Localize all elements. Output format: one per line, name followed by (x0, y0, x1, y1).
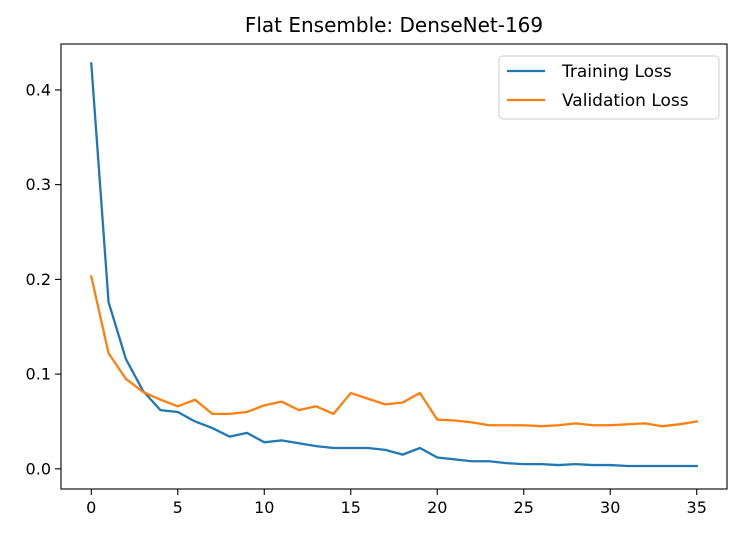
y-tick-label: 0.3 (26, 175, 51, 194)
legend-label-training-loss: Training Loss (561, 62, 672, 82)
y-tick-label: 0.2 (26, 270, 51, 289)
y-tick-label: 0.0 (26, 459, 51, 478)
legend: Training Loss Validation Loss (498, 55, 720, 120)
x-tick-label: 0 (86, 498, 96, 517)
x-tick-label: 20 (427, 498, 447, 517)
chart-title: Flat Ensemble: DenseNet-169 (245, 13, 543, 37)
legend-label-validation-loss: Validation Loss (562, 91, 689, 111)
x-tick-label: 30 (600, 498, 620, 517)
series-layer (89, 62, 699, 468)
series-line-training-loss (90, 62, 698, 468)
y-tick-label: 0.1 (26, 365, 51, 384)
series-line-validation-loss (89, 275, 699, 428)
y-axis-ticks: 0.0 0.1 0.2 0.3 0.4 (26, 80, 61, 478)
legend-box (498, 55, 720, 120)
y-tick-label: 0.4 (26, 80, 51, 99)
x-tick-label: 10 (254, 498, 274, 517)
x-axis-ticks: 0 5 10 15 20 25 30 35 (86, 489, 707, 517)
x-tick-label: 35 (687, 498, 707, 517)
axes-frame (60, 43, 728, 490)
plot-area: 0 5 10 15 20 25 30 35 0.0 0.1 0.2 0.3 0.4 (26, 43, 728, 517)
x-tick-label: 5 (173, 498, 183, 517)
x-tick-label: 15 (341, 498, 361, 517)
x-tick-label: 25 (514, 498, 534, 517)
